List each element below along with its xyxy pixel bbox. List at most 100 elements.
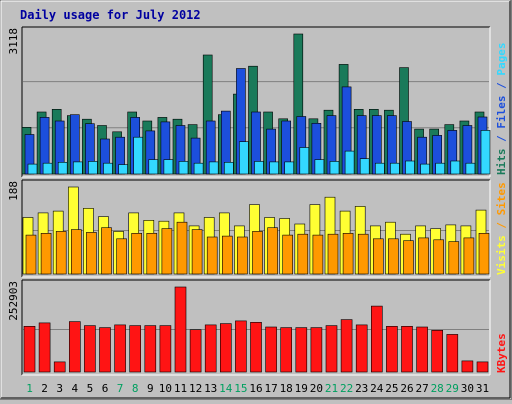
hits-panel-bar-pages: [42, 162, 53, 175]
x-tick-label: 12: [189, 382, 202, 395]
hits-panel-bar-pages: [148, 159, 159, 175]
hits-panel-axis-label-part: Pages: [495, 43, 508, 76]
visits-panel-bar-sites: [116, 238, 127, 275]
visits-panel-bar-sites: [342, 233, 354, 275]
kbytes-panel-bar-kbytes: [325, 325, 338, 373]
visits-panel-bar-sites: [191, 229, 203, 275]
kbytes-panel-bar-kbytes: [416, 326, 428, 373]
hits-panel-axis-label-part: Files: [495, 96, 508, 129]
visits-panel-ymax-label: 188: [7, 181, 20, 201]
hits-panel-bar-pages: [73, 161, 83, 175]
kbytes-panel-bar-kbytes: [174, 286, 187, 373]
x-tick-label: 11: [174, 382, 187, 395]
kbytes-panel-bar-kbytes: [53, 361, 66, 373]
visits-panel-axis-label-part: Sites: [495, 182, 508, 215]
visits-panel-bar-sites: [433, 239, 445, 275]
x-tick-label: 16: [249, 382, 262, 395]
kbytes-panel-bar-kbytes: [220, 323, 232, 373]
visits-panel-axis-label: Visits / Sites: [495, 182, 508, 275]
visits-panel-bar-sites: [357, 233, 369, 275]
hits-panel-bar-pages: [390, 162, 400, 175]
visits-panel-bar-sites: [372, 238, 384, 275]
hits-panel-bar-pages: [480, 130, 491, 175]
chart-title: Daily usage for July 2012: [20, 8, 201, 22]
kbytes-panel-bar-kbytes: [144, 325, 157, 373]
visits-panel-bar-sites: [55, 231, 67, 275]
visits-panel-bar-sites: [418, 237, 429, 275]
hits-panel-axis-label-part: Hits: [495, 149, 508, 176]
kbytes-panel-bar-kbytes: [250, 321, 262, 373]
visits-panel: 188 Visits / Sites: [7, 179, 508, 278]
visits-panel-bar-sites: [146, 233, 158, 275]
kbytes-panel-bar-kbytes: [446, 334, 459, 373]
panels-group: 3118 Hits / Files / Pages 188 Visits / Site…: [7, 26, 508, 376]
x-tick-label: 9: [147, 382, 154, 395]
kbytes-panel-bar-kbytes: [355, 324, 368, 373]
hits-panel-bar-pages: [254, 161, 264, 175]
x-tick-label: 3: [56, 382, 63, 395]
hits-panel-axis-label-part: /: [495, 76, 508, 96]
visits-panel-bar-sites: [176, 221, 188, 275]
hits-panel-bar-pages: [118, 164, 128, 175]
x-tick-label: 1: [26, 382, 33, 395]
x-tick-label: 17: [264, 382, 277, 395]
x-tick-label: 25: [385, 382, 398, 395]
visits-panel-axis-label-part: /: [495, 215, 508, 235]
x-tick-label: 19: [295, 382, 308, 395]
x-tick-label: 23: [355, 382, 368, 395]
kbytes-panel-bar-kbytes: [99, 327, 111, 373]
hits-panel-bar-pages: [208, 161, 219, 175]
kbytes-panel-bar-kbytes: [295, 327, 308, 373]
hits-panel-bar-pages: [57, 162, 68, 175]
kbytes-panel-bar-kbytes: [38, 322, 51, 373]
kbytes-panel-bar-kbytes: [386, 325, 398, 373]
kbytes-panel-bar-kbytes: [129, 325, 141, 373]
visits-panel-bar-sites: [267, 227, 278, 275]
visits-panel-bar-sites: [388, 238, 399, 275]
kbytes-panel-bar-kbytes: [69, 321, 81, 373]
hits-panel-axis-label: Hits / Files / Pages: [495, 43, 508, 176]
x-tick-label: 28: [431, 382, 444, 395]
hits-panel-bar-pages: [435, 162, 446, 175]
visits-panel-bar-sites: [463, 237, 475, 275]
x-tick-label: 14: [219, 382, 233, 395]
visits-panel-bar-sites: [101, 227, 112, 275]
hits-panel-bar-pages: [163, 159, 174, 175]
hits-panel-bar-pages: [299, 147, 310, 175]
visits-panel-bar-sites: [448, 241, 460, 275]
x-tick-label: 20: [310, 382, 323, 395]
x-tick-label: 8: [132, 382, 139, 395]
hits-panel-bar-pages: [405, 160, 415, 175]
visits-panel-bar-sites: [312, 234, 324, 275]
visits-panel-bar-sites: [237, 236, 248, 275]
hits-panel-bar-pages: [193, 162, 204, 175]
kbytes-panel-bar-kbytes: [431, 329, 444, 373]
visits-panel-bar-sites: [40, 233, 52, 275]
hits-panel-bar-pages: [178, 161, 189, 175]
x-tick-label: 24: [370, 382, 384, 395]
hits-panel-bar-pages: [450, 160, 461, 175]
x-tick-label: 10: [159, 382, 172, 395]
kbytes-panel-bar-kbytes: [370, 305, 383, 373]
hits-panel-bar-pages: [269, 161, 279, 175]
kbytes-panel-ymax-label: 252903: [7, 281, 20, 321]
kbytes-panel-bar-kbytes: [189, 329, 202, 373]
kbytes-panel-bar-kbytes: [476, 361, 489, 373]
hits-panel-bar-pages: [465, 162, 476, 175]
kbytes-panel-bar-kbytes: [401, 325, 413, 373]
visits-panel-bar-sites: [206, 236, 218, 275]
visits-panel-bar-sites: [297, 233, 309, 275]
visits-panel-bar-sites: [222, 235, 233, 275]
x-tick-label: 27: [415, 382, 428, 395]
kbytes-panel-axis-label-part: KBytes: [495, 333, 508, 373]
visits-panel-bar-sites: [161, 228, 173, 275]
x-tick-label: 22: [340, 382, 353, 395]
kbytes-panel-bar-kbytes: [265, 326, 277, 373]
hits-panel-bar-pages: [284, 161, 295, 175]
hits-panel-bar-pages: [374, 162, 385, 175]
visits-panel-bar-sites: [71, 229, 82, 275]
kbytes-panel-bar-kbytes: [84, 325, 96, 373]
visits-panel-bar-sites: [327, 233, 339, 275]
